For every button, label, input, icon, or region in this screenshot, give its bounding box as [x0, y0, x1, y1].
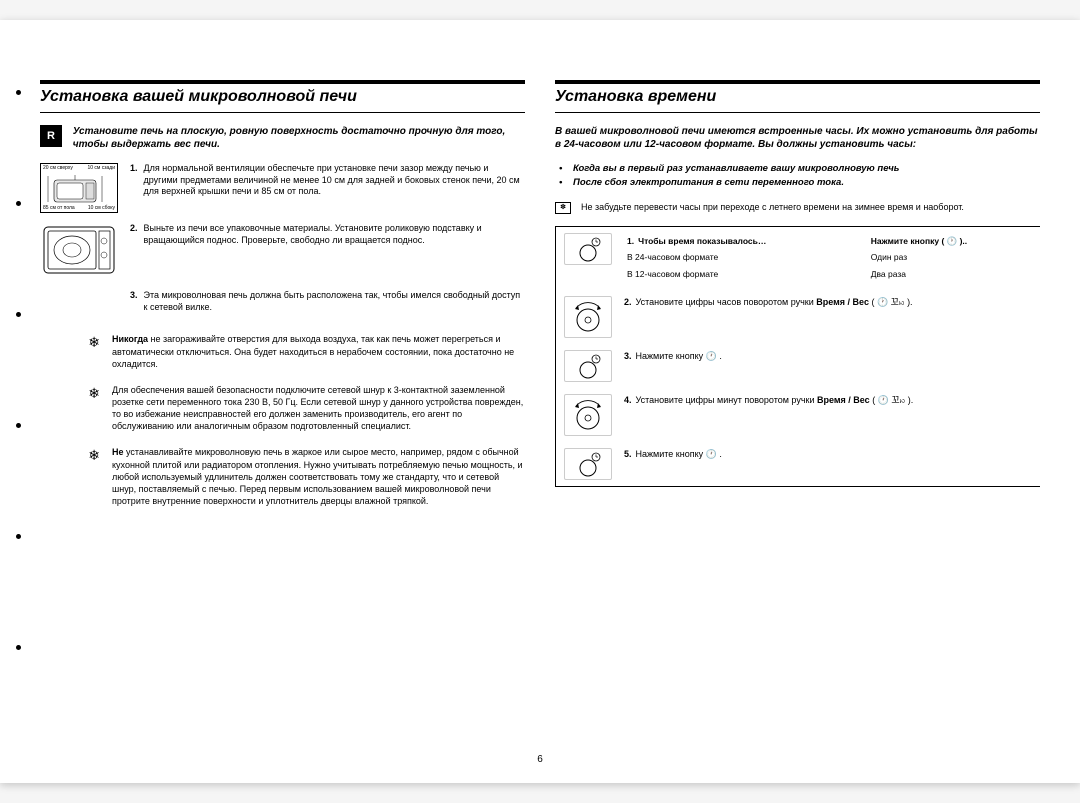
warning-3: ❄ Не устанавливайте микроволновую печь в… [40, 446, 525, 507]
left-intro: R Установите печь на плоскую, ровную пов… [40, 125, 525, 151]
left-column: Установка вашей микроволновой печи R Уст… [40, 80, 525, 521]
tray-diagram [40, 223, 120, 280]
warning-2: ❄ Для обеспечения вашей безопасности под… [40, 384, 525, 433]
warning-list: ❄ Никогда не загораживайте отверстия для… [40, 333, 525, 507]
binding-dots-left [16, 90, 21, 756]
right-bullets: Когда вы в первый раз устанавливаете ваш… [555, 163, 1040, 190]
note: ✽ Не забудьте перевести часы при переход… [555, 202, 1040, 214]
install-step-2: 2.Выньте из печи все упаковочные материа… [130, 223, 525, 246]
time-step-1: 1.Чтобы время показывалось…Нажмите кнопк… [564, 233, 1040, 284]
right-column: Установка времени В вашей микроволновой … [555, 80, 1040, 521]
right-intro: В вашей микроволновой печи имеются встро… [555, 125, 1040, 151]
warning-icon: ❄ [40, 446, 100, 507]
time-step-5: 5.Нажмите кнопку 🕐 . [564, 448, 1040, 480]
clock-button-diagram [564, 350, 612, 382]
manual-page: Установка вашей микроволновой печи R Уст… [0, 20, 1080, 783]
page-number: 6 [0, 754, 1080, 765]
time-step-4: 4.Установите цифры минут поворотом ручки… [564, 394, 1040, 436]
warning-icon: ❄ [40, 384, 100, 433]
warning-1: ❄ Никогда не загораживайте отверстия для… [40, 333, 525, 369]
time-step-3: 3.Нажмите кнопку 🕐 . [564, 350, 1040, 382]
warning-icon: ❄ [40, 333, 100, 369]
right-title: Установка времени [555, 80, 1040, 113]
install-step-1: 1.Для нормальной вентиляции обеспечьте п… [130, 163, 525, 198]
note-icon: ✽ [555, 202, 571, 214]
dial-diagram [564, 296, 612, 338]
time-step-2: 2.Установите цифры часов поворотом ручки… [564, 296, 1040, 338]
dial-diagram [564, 394, 612, 436]
time-steps: 1.Чтобы время показывалось…Нажмите кнопк… [555, 226, 1040, 487]
r-badge: R [40, 125, 62, 147]
clock-button-diagram [564, 448, 612, 480]
clock-button-diagram [564, 233, 612, 265]
left-title: Установка вашей микроволновой печи [40, 80, 525, 113]
clearance-diagram: 20 см сверху 10 см сзади 85 см от пола 1… [40, 163, 120, 213]
install-step-3: 3.Эта микроволновая печь должна быть рас… [130, 290, 525, 313]
